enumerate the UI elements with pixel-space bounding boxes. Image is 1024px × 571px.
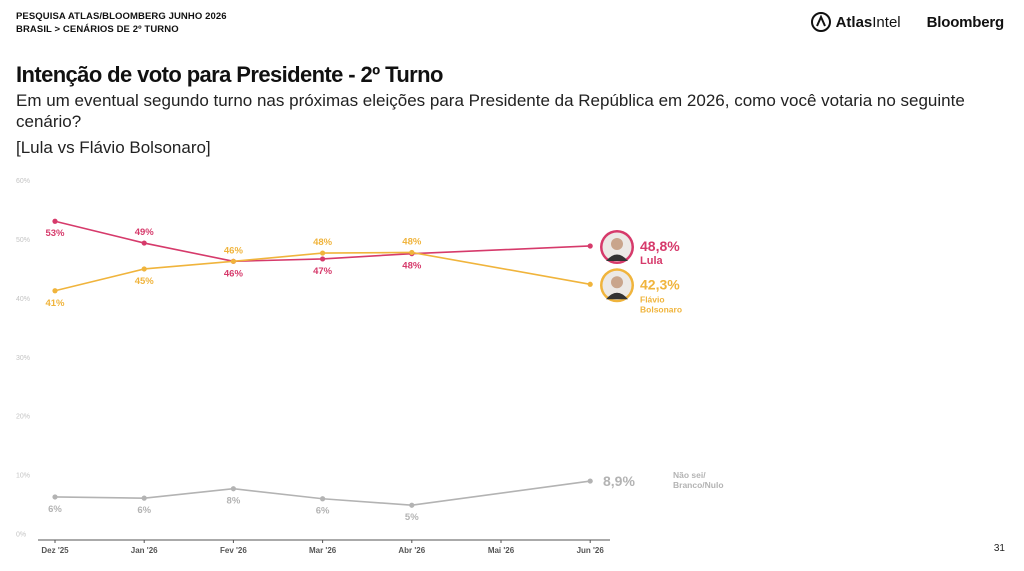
x-tick-label: Abr '26 [398, 546, 425, 555]
data-point-flavio [141, 266, 147, 272]
final-value-lula: 48,8% [640, 238, 680, 254]
series-line-flavio [54, 251, 591, 292]
x-tick-label: Mai '26 [488, 546, 515, 555]
data-point-nao_sei [141, 495, 147, 501]
report-header-line1: PESQUISA ATLAS/BLOOMBERG JUNHO 2026 [16, 11, 227, 22]
data-label-flavio: 45% [135, 276, 155, 287]
x-tick-label: Fev '26 [220, 546, 247, 555]
avatar-body-flavio [606, 292, 628, 300]
data-label-lula: 53% [45, 228, 65, 239]
data-point-flavio [409, 249, 415, 256]
data-label-nao_sei: 6% [137, 505, 151, 516]
data-label-lula: 46% [224, 268, 244, 279]
page-number: 31 [993, 543, 1005, 554]
data-point-lula [320, 256, 326, 262]
data-point-flavio [587, 281, 593, 287]
report-header-line2: BRASIL > CENÁRIOS DE 2º TURNO [16, 24, 179, 35]
data-point-nao_sei [409, 502, 415, 508]
data-label-lula: 48% [402, 261, 422, 272]
series-line-nao_sei [54, 480, 591, 507]
x-tick-label: Jun '26 [577, 546, 605, 555]
atlasintel-logo-bold: Atlas [835, 13, 873, 31]
x-tick-label: Dez '25 [41, 546, 69, 555]
atlasintel-mark-icon [810, 12, 831, 32]
bloomberg-logo: Bloomberg [926, 13, 1005, 31]
data-label-lula: 49% [135, 227, 155, 238]
avatar-body-lula [606, 254, 628, 261]
data-point-flavio [52, 288, 58, 294]
data-point-nao_sei [320, 496, 326, 502]
series-name-nao_sei: Não sei/ [673, 470, 706, 480]
data-point-flavio [320, 250, 326, 256]
final-value-flavio: 42,3% [640, 276, 680, 292]
final-value-nao_sei: 8,9% [603, 473, 635, 489]
avatar-head-flavio [611, 276, 623, 289]
x-tick-label: Mar '26 [309, 546, 337, 555]
slide-title: Intenção de voto para Presidente - 2º Tu… [16, 62, 443, 87]
data-point-nao_sei [587, 478, 593, 484]
data-label-lula: 47% [313, 266, 333, 277]
data-label-nao_sei: 8% [227, 496, 241, 507]
atlasintel-logo-light: Intel [872, 13, 901, 31]
data-point-nao_sei [52, 494, 58, 500]
series-name-flavio: Bolsonaro [640, 304, 682, 314]
scenario-label: [Lula vs Flávio Bolsonaro] [16, 138, 211, 157]
y-tick-label: 60% [16, 178, 30, 185]
y-tick-label: 20% [16, 414, 30, 421]
data-label-nao_sei: 5% [405, 512, 419, 523]
series-name-lula: Lula [640, 255, 663, 267]
y-tick-label: 0% [16, 532, 26, 539]
data-label-flavio: 48% [402, 236, 422, 247]
atlasintel-logo: AtlasIntel [810, 12, 901, 32]
survey-question: Em um eventual segundo turno nas próxima… [16, 91, 965, 131]
data-label-flavio: 41% [45, 298, 65, 309]
y-tick-label: 50% [16, 237, 30, 244]
data-point-lula [52, 218, 58, 224]
y-tick-label: 30% [16, 355, 30, 362]
data-point-lula [587, 243, 593, 249]
y-tick-label: 10% [16, 473, 30, 480]
logo-bar: AtlasIntel Bloomberg [810, 12, 1005, 32]
avatar-head-lula [611, 237, 623, 250]
x-tick-label: Jan '26 [131, 546, 158, 555]
data-label-nao_sei: 6% [48, 504, 62, 515]
data-label-flavio: 46% [224, 245, 244, 256]
data-point-nao_sei [230, 486, 236, 492]
data-label-flavio: 48% [313, 237, 333, 248]
data-label-nao_sei: 6% [316, 506, 330, 517]
y-tick-label: 40% [16, 296, 30, 303]
series-line-lula [54, 220, 591, 263]
data-point-flavio [230, 258, 236, 264]
series-name-nao_sei: Branco/Nulo [673, 480, 724, 490]
report-header: PESQUISA ATLAS/BLOOMBERG JUNHO 2026 BRAS… [16, 10, 227, 36]
data-point-lula [141, 240, 147, 246]
series-name-flavio: Flávio [640, 294, 665, 304]
